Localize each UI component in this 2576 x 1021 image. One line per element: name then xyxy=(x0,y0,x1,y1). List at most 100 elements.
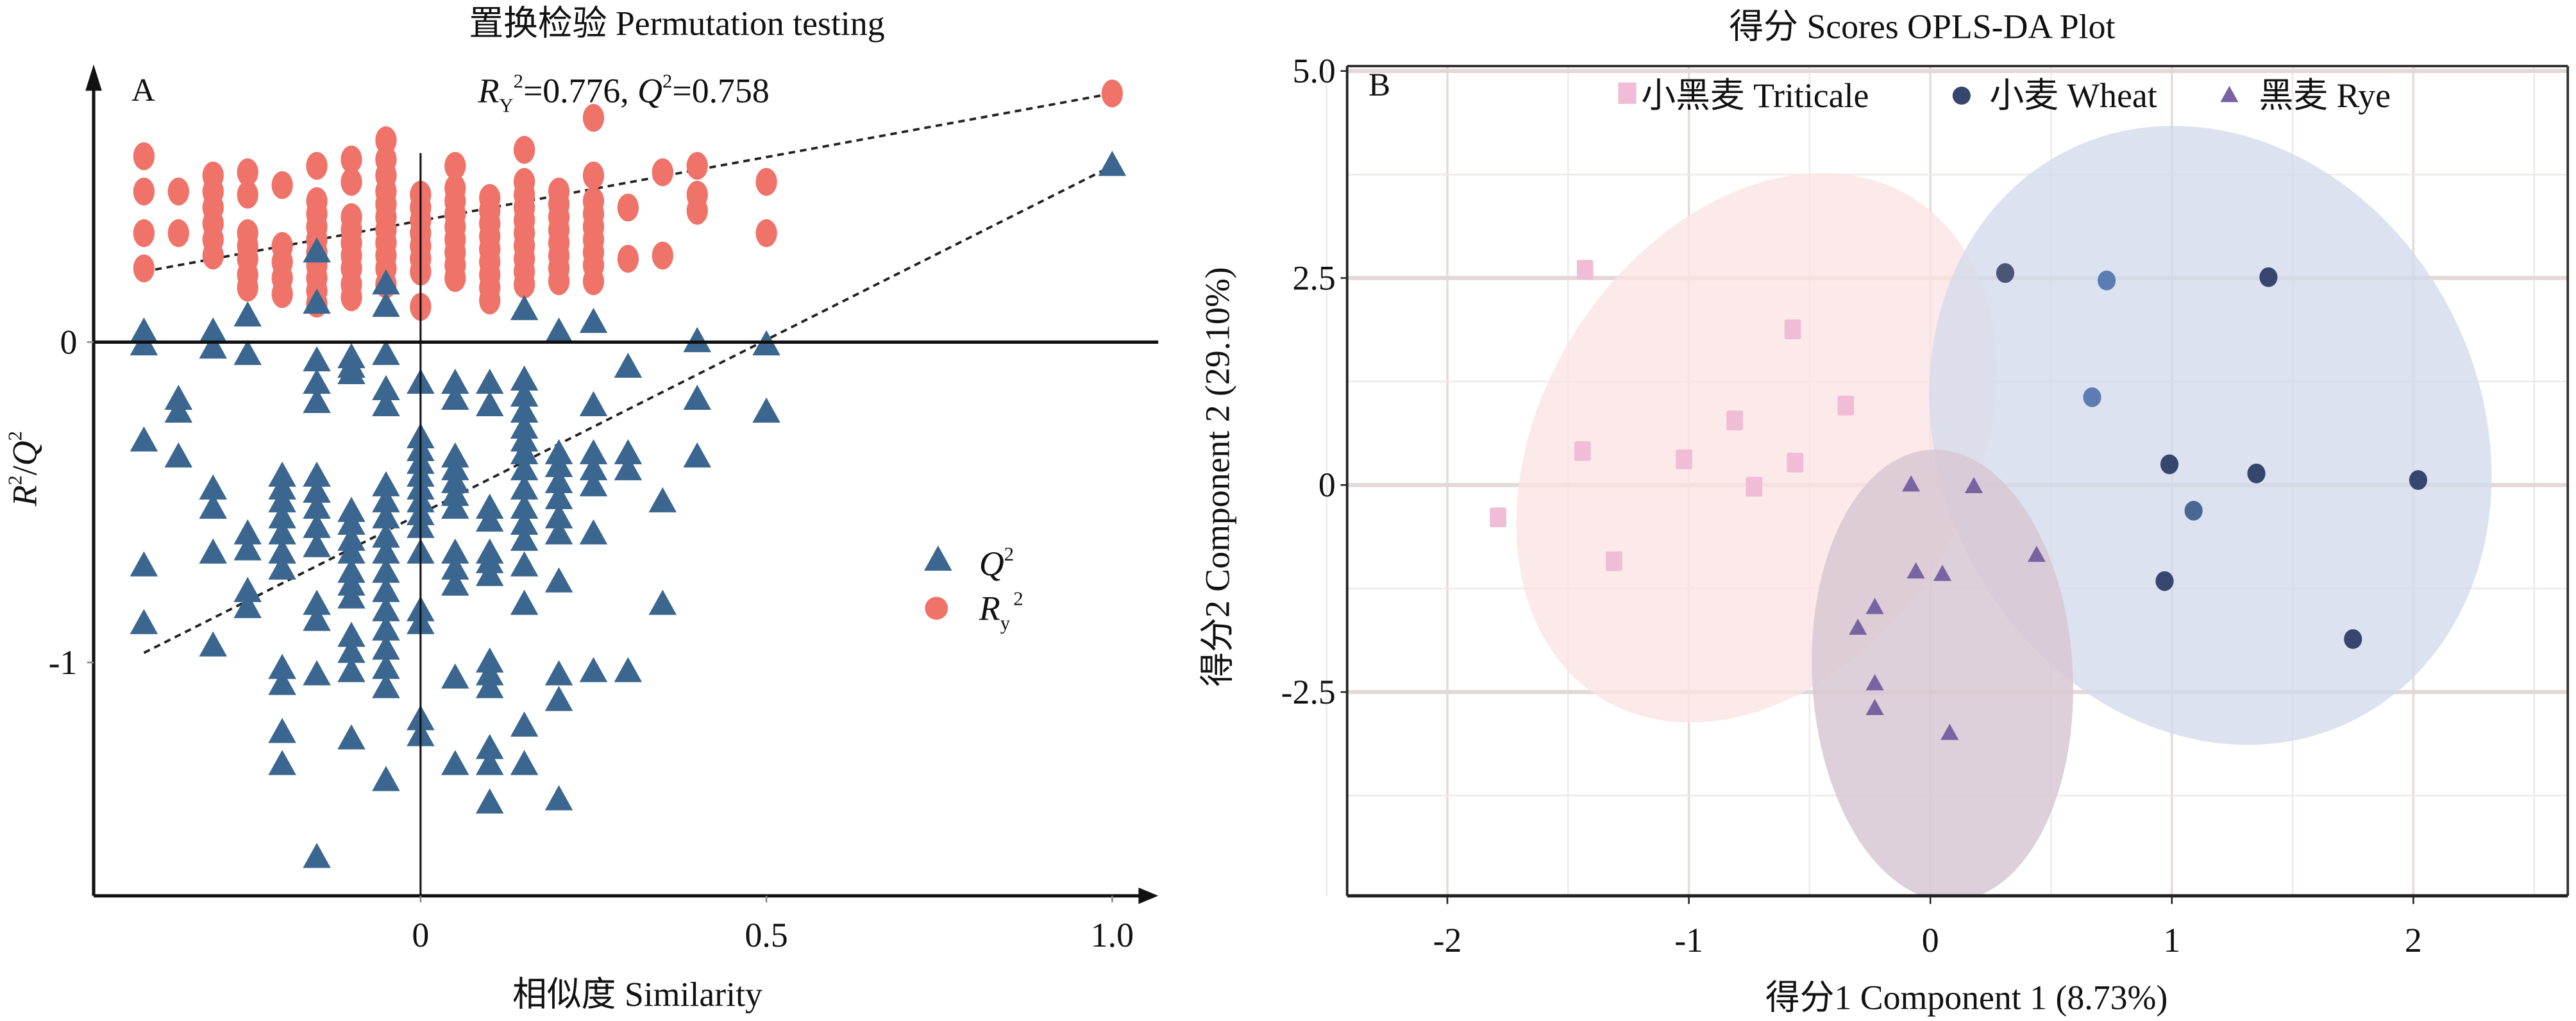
q2-point xyxy=(510,525,539,551)
rye-point xyxy=(1865,698,1884,716)
r2y-point xyxy=(755,167,777,196)
q2-point xyxy=(510,750,539,775)
q2-point xyxy=(199,631,228,657)
panel-a-legend: Q2 Ry2 xyxy=(924,543,1023,634)
q2-point xyxy=(544,567,573,593)
q2-point xyxy=(199,538,228,564)
q2-point xyxy=(510,474,539,500)
q2-point xyxy=(337,657,366,682)
legend-label-r2y: Ry2 xyxy=(979,587,1023,634)
legend-circle-icon xyxy=(925,596,948,620)
q2-point xyxy=(475,561,504,586)
q2-regression-line xyxy=(143,164,1113,654)
legend-triangle-icon xyxy=(924,545,952,571)
panel-a-x-axis-title: 相似度 Similarity xyxy=(512,975,762,1013)
q2-point xyxy=(372,596,400,621)
q2-point xyxy=(164,384,193,410)
q2-point xyxy=(303,589,331,615)
q2-point xyxy=(372,269,400,295)
q2-point xyxy=(199,333,228,359)
legend-item-rye[interactable]: 黑麦 Rye xyxy=(2220,76,2391,115)
panel-a-permutation-plot: 置换检验 Permutation testing A 0 0.5 1.00-1 RY… xyxy=(4,4,1159,1013)
r2y-point xyxy=(133,254,155,283)
q2-point xyxy=(441,493,469,519)
q2-point xyxy=(372,577,400,602)
wheat-point xyxy=(2083,387,2101,407)
y-tick-label: 0 xyxy=(60,323,78,361)
r2y-point xyxy=(617,244,639,273)
q2-point xyxy=(372,654,400,679)
q2-point xyxy=(475,548,504,573)
q2-point xyxy=(510,294,539,321)
q2-point xyxy=(441,468,469,493)
q2-point xyxy=(130,426,158,451)
q2-point xyxy=(510,509,539,535)
q2-point xyxy=(510,365,539,391)
triticale-point xyxy=(1746,477,1763,497)
q2-point xyxy=(510,711,539,737)
ylabel-q: Q xyxy=(5,441,44,466)
r2y-point xyxy=(133,177,155,206)
legend-item-triticale[interactable]: 小黑麦 Triticale xyxy=(1618,76,1869,115)
wheat-point xyxy=(2160,454,2179,475)
q2-point xyxy=(544,484,573,509)
q2-point xyxy=(337,621,366,647)
legend-circle-icon xyxy=(1952,87,1971,105)
r2y-point xyxy=(513,270,535,299)
q2-point xyxy=(303,532,331,557)
legend-item-q2[interactable]: Q2 xyxy=(924,543,1014,583)
q2-point xyxy=(510,551,539,577)
q2-point xyxy=(441,384,469,410)
q2-point xyxy=(164,442,193,468)
q2-point xyxy=(337,496,366,522)
legend-r-sup: 2 xyxy=(1013,587,1023,609)
wheat-point xyxy=(2155,571,2174,591)
q2-point xyxy=(130,551,158,577)
q2-point xyxy=(372,471,400,496)
q2-point xyxy=(579,439,608,464)
triticale-point xyxy=(1574,441,1591,461)
q2-point xyxy=(579,455,608,480)
legend-item-wheat[interactable]: 小麦 Wheat xyxy=(1952,76,2157,115)
y-tick-label: -1 xyxy=(49,643,78,682)
q2-point xyxy=(337,724,366,750)
q2-point xyxy=(441,368,469,394)
legend-label-triticale: 小黑麦 Triticale xyxy=(1641,76,1869,115)
q2-point xyxy=(303,346,331,372)
r2y-point xyxy=(582,103,605,132)
q2-point xyxy=(372,522,400,548)
ylabel-slash: / xyxy=(5,466,44,475)
legend-item-r2y[interactable]: Ry2 xyxy=(925,587,1023,634)
q2-point xyxy=(372,487,400,512)
panel-a-axes: 0 0.5 1.0 0 -1 xyxy=(49,64,1159,954)
q2-point xyxy=(199,317,228,343)
q2-point xyxy=(475,734,504,759)
r2y-point xyxy=(686,151,708,180)
triticale-point xyxy=(1784,319,1801,339)
legend-r-sub: y xyxy=(1000,612,1011,634)
r2y-point xyxy=(133,142,155,171)
panel-a-title: 置换检验 Permutation testing xyxy=(469,4,884,42)
panel-b-x-axis-title: 得分1 Component 1 (8.73%) xyxy=(1765,979,2168,1017)
q2-point xyxy=(337,557,366,583)
y-axis-arrow-icon xyxy=(85,64,102,91)
triticale-point xyxy=(1837,395,1855,416)
q2-point xyxy=(614,439,643,464)
x-tick-label: 1.0 xyxy=(1091,916,1134,954)
r2y-point xyxy=(202,241,224,270)
wheat-point xyxy=(2247,463,2266,484)
legend-label-q2: Q2 xyxy=(979,543,1014,583)
q2-point xyxy=(233,577,262,602)
q2-point xyxy=(510,493,539,519)
q2-point xyxy=(683,384,712,410)
panel-a-marks xyxy=(130,79,1127,868)
triticale-point xyxy=(1576,260,1594,280)
q2-point xyxy=(510,455,539,480)
r2y-point xyxy=(167,177,189,206)
x-tick-label: 0 xyxy=(412,916,429,954)
y-tick-label: 2.5 xyxy=(1293,258,1336,297)
x-tick-label: 1 xyxy=(2163,921,2180,959)
q2-point xyxy=(337,570,366,596)
q2-point xyxy=(233,535,262,561)
r2y-point xyxy=(479,286,501,315)
